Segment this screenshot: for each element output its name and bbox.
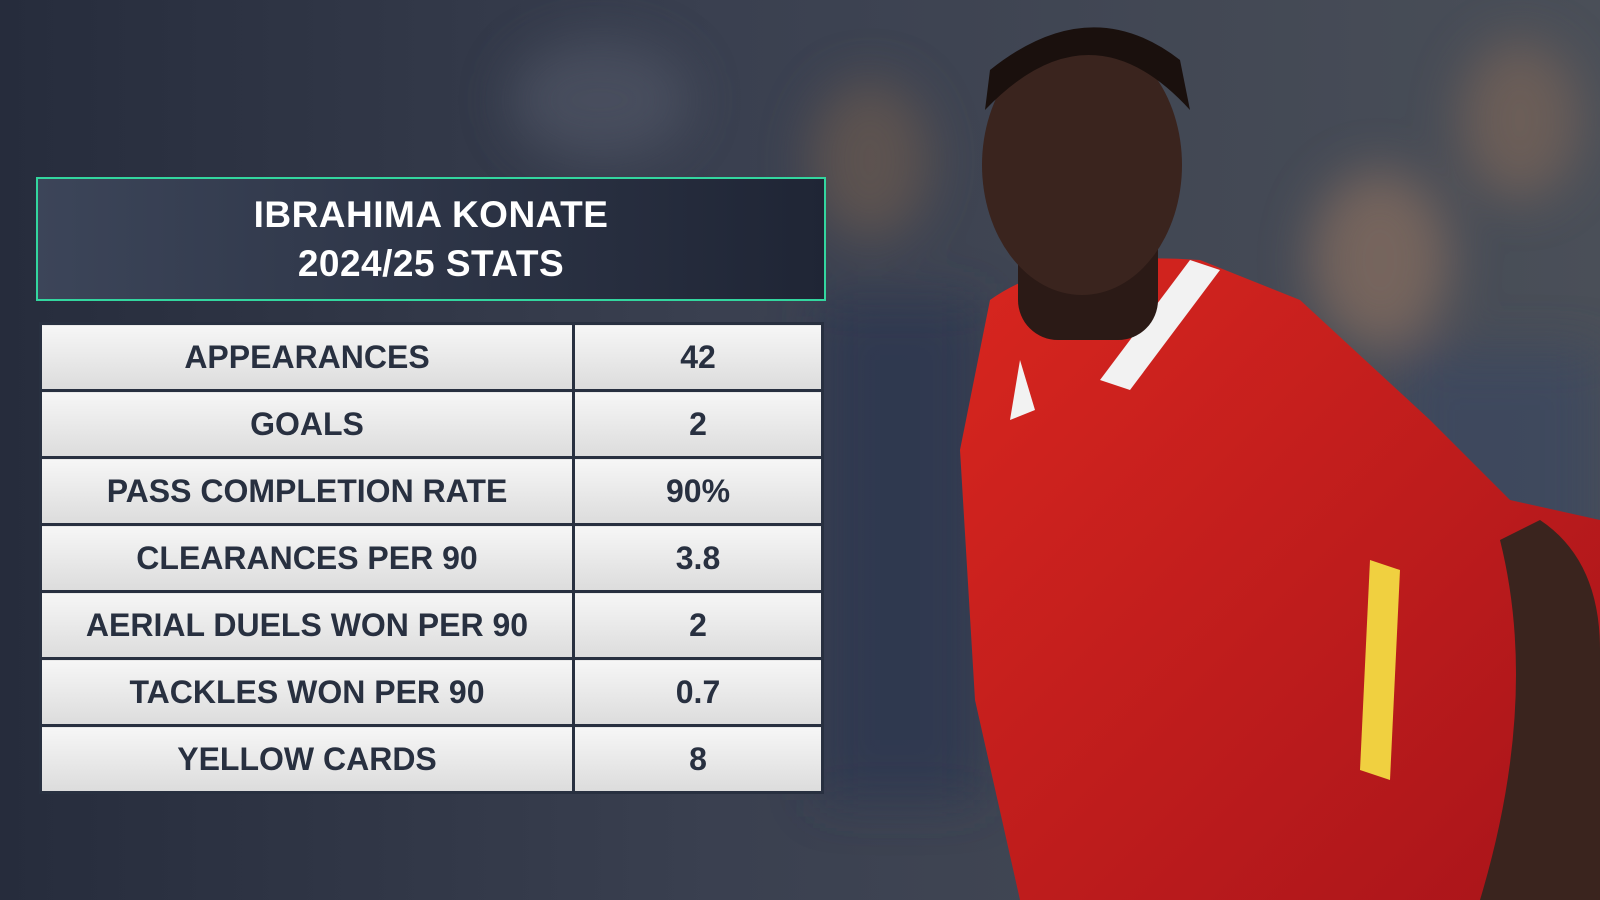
- stats-row: AERIAL DUELS WON PER 90 2: [39, 590, 824, 660]
- stat-value: 2: [572, 590, 824, 660]
- stat-value: 2: [572, 389, 824, 459]
- stat-label: AERIAL DUELS WON PER 90: [39, 590, 575, 660]
- stat-label: APPEARANCES: [39, 322, 575, 392]
- stats-row: YELLOW CARDS 8: [39, 724, 824, 794]
- stats-row: GOALS 2: [39, 389, 824, 459]
- stats-row: PASS COMPLETION RATE 90%: [39, 456, 824, 526]
- stats-table: APPEARANCES 42 GOALS 2 PASS COMPLETION RATE 9…: [39, 322, 824, 794]
- stat-value: 90%: [572, 456, 824, 526]
- stat-label: YELLOW CARDS: [39, 724, 575, 794]
- stat-value: 42: [572, 322, 824, 392]
- stat-label: CLEARANCES PER 90: [39, 523, 575, 593]
- stat-label: PASS COMPLETION RATE: [39, 456, 575, 526]
- title-line: 2024/25 STATS: [297, 243, 565, 284]
- stats-row: CLEARANCES PER 90 3.8: [39, 523, 824, 593]
- stat-label: GOALS: [39, 389, 575, 459]
- stat-value: 3.8: [572, 523, 824, 593]
- stats-row: TACKLES WON PER 90 0.7: [39, 657, 824, 727]
- stat-value: 8: [572, 724, 824, 794]
- stat-value: 0.7: [572, 657, 824, 727]
- stat-label: TACKLES WON PER 90: [39, 657, 575, 727]
- stats-row: APPEARANCES 42: [39, 322, 824, 392]
- title-box: IBRAHIMA KONATE 2024/25 STATS: [36, 177, 826, 301]
- title-line: IBRAHIMA KONATE: [253, 194, 609, 235]
